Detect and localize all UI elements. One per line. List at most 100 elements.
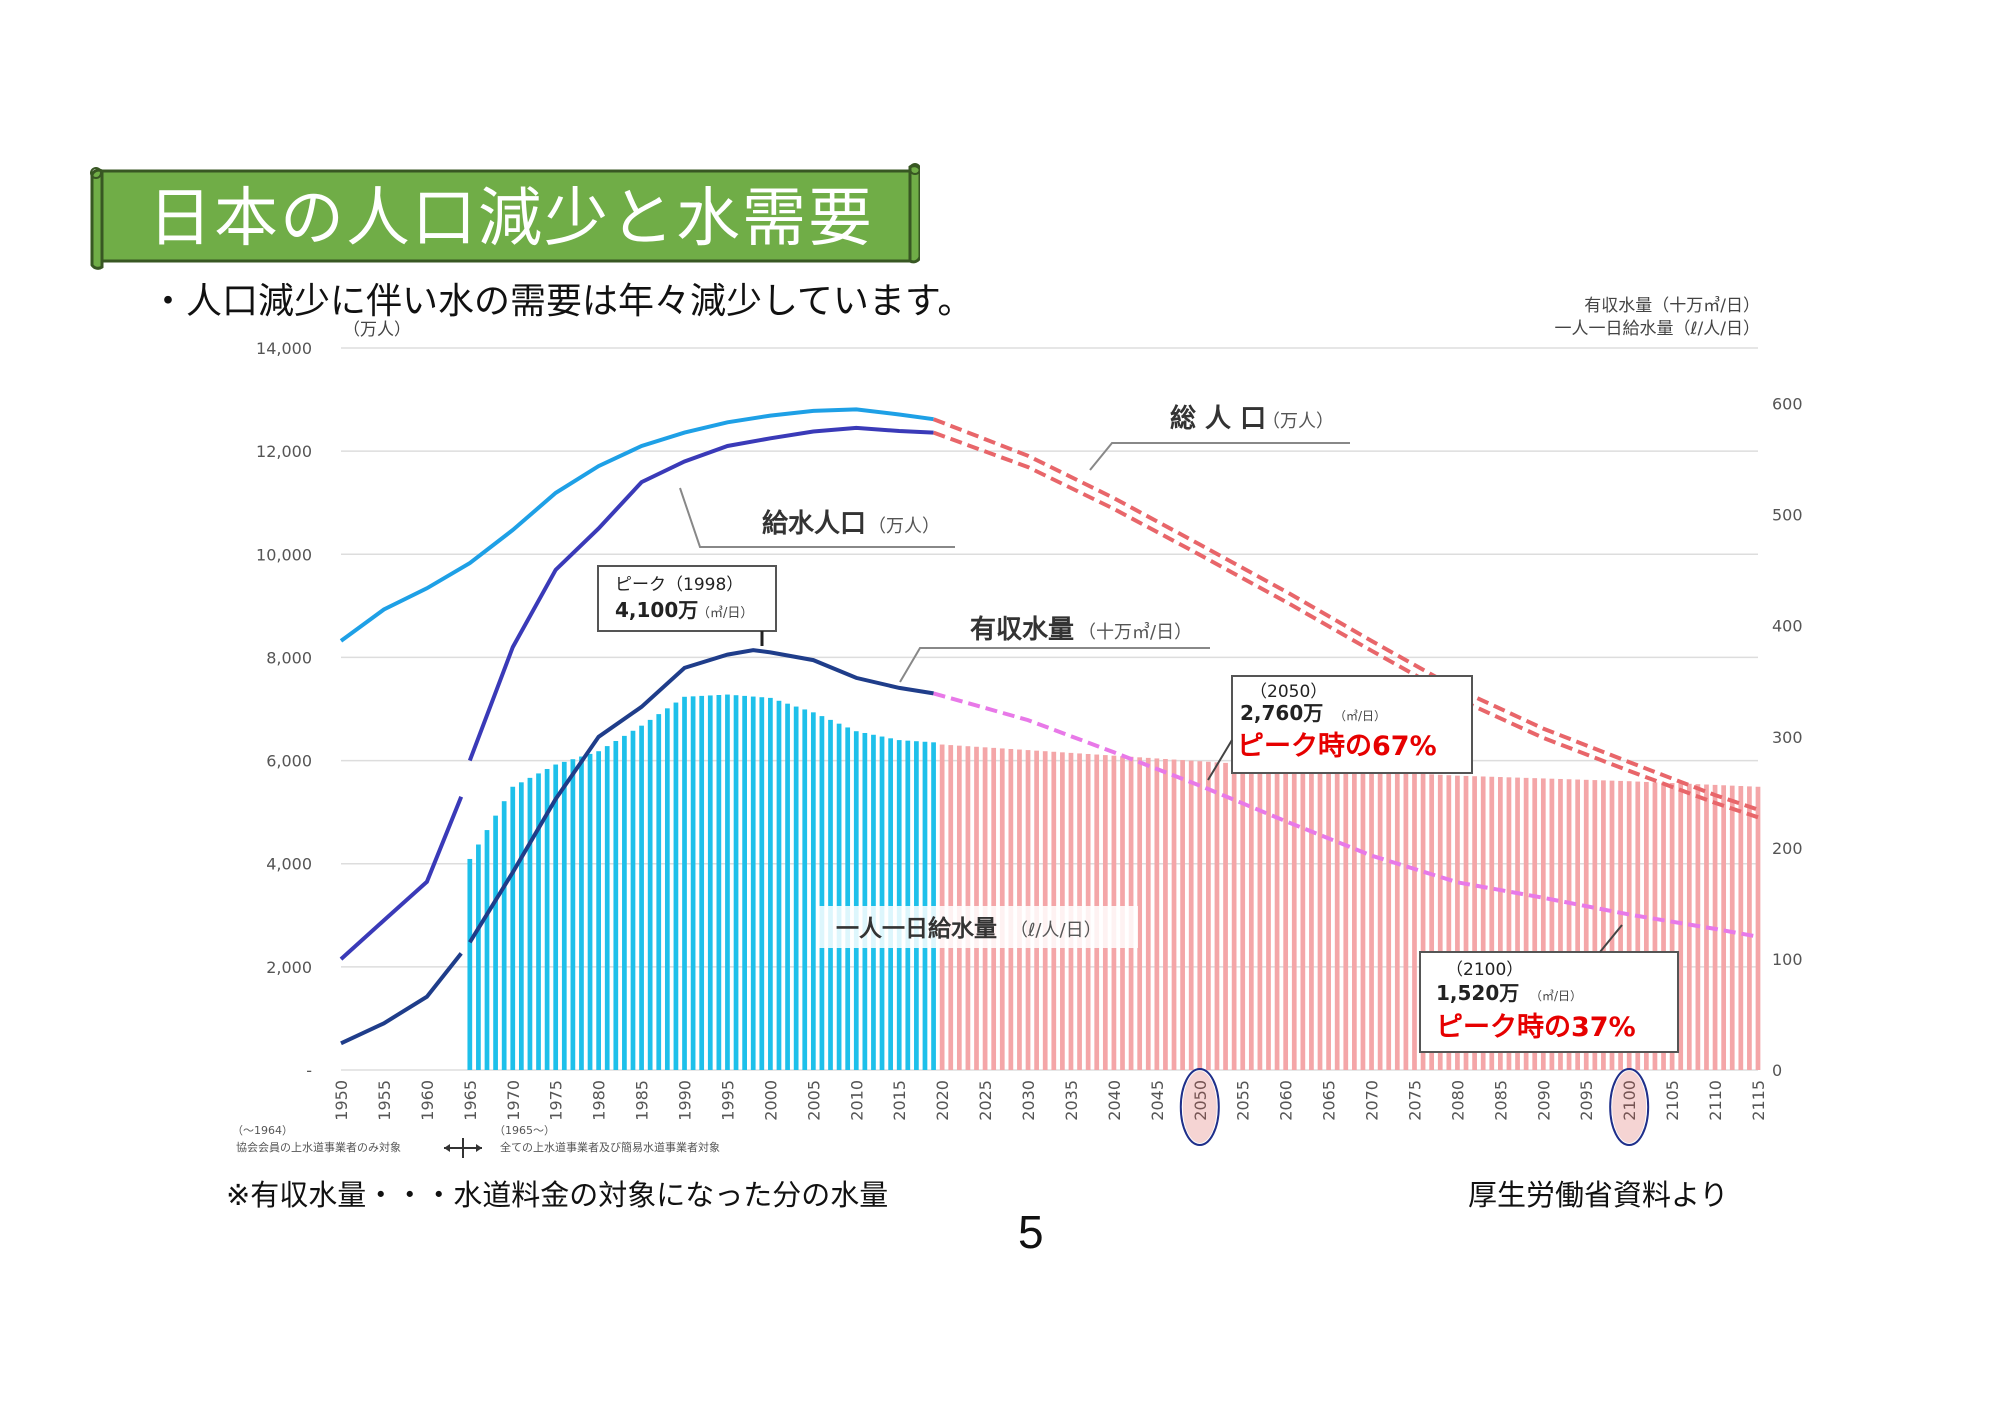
label-total-population: 総 人 口 （万人） [1089,403,1350,471]
x-tick-label: 2015 [890,1080,909,1121]
per-capita-bar [690,696,696,1070]
per-capita-bar [1686,783,1692,1070]
x-tick-label: 2055 [1234,1080,1253,1121]
per-capita-bar [1377,771,1383,1070]
scope-after-text: 全ての上水道事業者及び簡易水道事業者対象 [500,1140,720,1154]
annotation-2050: （2050） 2,760万 （㎥/日） ピーク時の67% [1207,675,1473,781]
per-capita-bar [1326,768,1331,1070]
x-tick-label: 2030 [1019,1080,1038,1121]
per-capita-bar [1678,783,1684,1070]
per-capita-bar [1540,778,1546,1070]
right-tick-label: 600 [1772,395,1803,414]
per-capita-bar [750,696,756,1070]
per-capita-bar [1661,782,1666,1070]
per-capita-bar [682,696,687,1070]
page-number: 5 [1018,1206,1044,1258]
per-capita-bar [1489,776,1495,1070]
peak-title: ピーク（1998） [615,575,743,595]
per-capita-bar [1463,775,1469,1070]
per-capita-bar [1334,769,1340,1070]
left-tick-label: 12,000 [256,442,312,461]
per-capita-bar [896,740,902,1070]
per-capita-bar [905,740,911,1070]
per-capita-bar [510,786,516,1070]
per-capita-bar [1601,780,1606,1070]
per-capita-bar [1420,773,1426,1070]
x-tick-label: 2100 [1620,1080,1639,1121]
per-capita-bar [1669,783,1675,1070]
series-lines [339,407,1759,1046]
x-tick-label: 1980 [590,1080,609,1121]
per-capita-bar [1455,775,1460,1070]
served-population-line [467,425,934,762]
right-axis-unit-2: 一人一日給水量（ℓ/人/日） [1555,319,1760,339]
served-population-line [339,795,464,961]
per-capita-bar [725,694,730,1070]
per-capita-bar [1154,758,1160,1070]
per-capita-bar [1566,779,1572,1070]
annotation-2100-unit: （㎥/日） [1530,989,1582,1003]
right-axis-unit-1: 有収水量（十万㎥/日） [1584,296,1760,316]
per-capita-bar [836,723,842,1070]
x-tick-label: 1960 [418,1080,437,1121]
per-capita-bar [871,734,876,1070]
per-capita-bar [1309,768,1314,1070]
per-capita-bar [1300,767,1306,1070]
x-tick-label: 2045 [1148,1080,1167,1121]
x-tick-label: 1985 [633,1080,652,1121]
year-highlight-dots [1612,1071,1647,1143]
per-capita-bar [596,751,601,1070]
x-tick-label: 2060 [1277,1080,1296,1121]
annotation-2100-value: 1,520万 [1436,981,1519,1005]
per-capita-bar [1163,758,1168,1070]
x-tick-label: 2085 [1491,1080,1510,1121]
served-population-unit: （万人） [868,516,940,537]
per-capita-unit: （ℓ/人/日） [1010,920,1102,941]
x-tick-label: 2020 [933,1080,952,1121]
footnote: ※有収水量・・・水道料金の対象になった分の水量 [226,1178,889,1212]
per-capita-bar [1145,757,1151,1070]
per-capita-bar [742,695,747,1070]
per-capita-bar [1506,777,1512,1070]
x-tick-label: 2010 [847,1080,866,1121]
right-tick-label: 300 [1772,728,1803,747]
right-tick-label: 100 [1772,950,1803,969]
per-capita-bar [1283,766,1289,1070]
per-capita-bar [639,725,644,1070]
left-tick-label: 8,000 [266,648,312,667]
right-tick-label: 0 [1772,1061,1782,1080]
source-note: 厚生労働省資料より [1468,1178,1729,1212]
per-capita-bar [673,702,679,1070]
served-population-label: 給水人口 [762,508,866,539]
x-tick-label: 2070 [1363,1080,1382,1121]
per-capita-bar [845,727,851,1070]
per-capita-bar [1498,777,1503,1070]
per-capita-bar [1257,765,1263,1070]
label-served-population: 給水人口 （万人） [679,487,955,548]
per-capita-bar [768,697,773,1070]
per-capita-bar [587,753,593,1070]
per-capita-bar [1515,777,1520,1070]
per-capita-bar [527,777,533,1070]
per-capita-bar [1206,761,1211,1070]
x-tick-label: 1950 [332,1080,351,1121]
per-capita-bar [1729,785,1735,1070]
x-tick-label: 2035 [1062,1080,1081,1121]
x-tick-label: 2075 [1405,1080,1424,1121]
per-capita-bar [802,709,808,1070]
revenue-water-line [340,952,463,1046]
axes: 14,000 12,000 10,000 8,000 6,000 4,000 2,000 - 6… [256,339,1803,1146]
title-banner: 日本の人口減少と水需要 [90,163,920,275]
annotation-peak-1998: ピーク（1998） 4,100万 （㎥/日） [597,565,777,646]
annotation-2100-title: （2100） [1446,960,1523,980]
per-capita-bar [1137,757,1143,1070]
left-tick-label: 4,000 [266,855,312,874]
per-capita-bar [1231,763,1237,1070]
page-title: 日本の人口減少と水需要 [148,182,874,256]
per-capita-bar [914,741,919,1070]
per-capita-bar [1360,770,1366,1070]
served-population-projection-line [932,430,1759,820]
per-capita-bar [1755,786,1761,1070]
per-capita-bar [553,764,559,1070]
per-capita-bar [759,697,765,1070]
